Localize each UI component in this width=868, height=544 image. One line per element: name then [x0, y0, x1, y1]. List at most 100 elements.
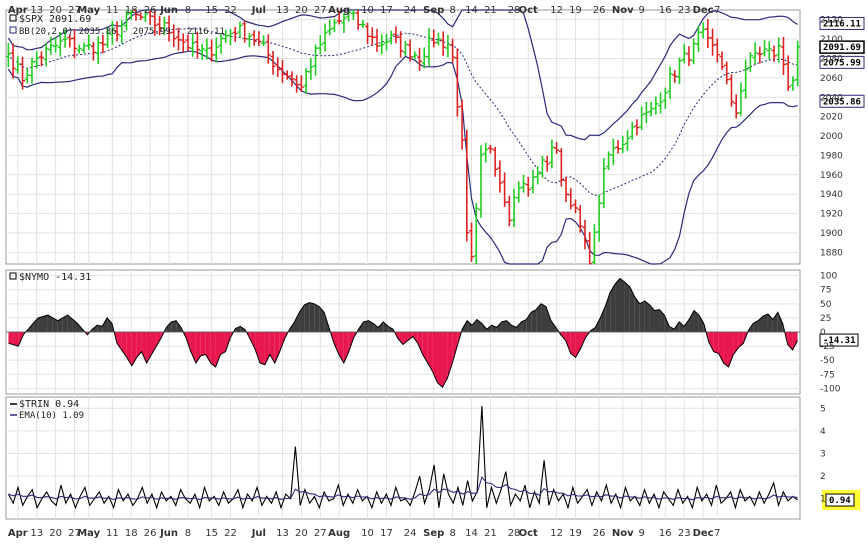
ohlc-bar — [686, 46, 692, 67]
x-axis-label: 15 — [205, 528, 218, 539]
ohlc-bar — [199, 44, 205, 60]
nymo-area-segment — [516, 321, 522, 332]
ohlc-bar — [10, 43, 16, 79]
ohlc-bar — [166, 15, 172, 42]
nymo-area-segment — [121, 332, 127, 358]
price-badge: 2091.69 — [819, 40, 865, 54]
ohlc-bar — [464, 129, 470, 242]
nymo-area-segment — [299, 304, 305, 332]
nymo-area-segment — [575, 332, 581, 358]
nymo-area-segment — [708, 332, 714, 352]
nymo-area-segment — [669, 326, 675, 332]
ohlc-bar — [454, 48, 460, 117]
price-axis-label: 1920 — [820, 210, 843, 220]
ohlc-bar — [648, 101, 654, 117]
nymo-area-segment — [639, 301, 645, 332]
ohlc-bar — [714, 38, 720, 63]
x-axis-label: Jul — [251, 528, 266, 539]
x-axis-label: 28 — [508, 528, 521, 539]
ohlc-bar — [549, 139, 555, 169]
ohlc-bar — [624, 130, 630, 151]
ohlc-bar — [492, 146, 498, 177]
nymo-area-segment — [763, 313, 768, 332]
x-axis-label: 13 — [276, 5, 289, 16]
ohlc-bar — [412, 51, 418, 60]
nymo-legend: $NYMO -14.31 — [9, 272, 91, 283]
x-axis-label: 13 — [276, 528, 289, 539]
ohlc-bar — [615, 140, 621, 154]
ohlc-bar — [516, 181, 522, 203]
x-axis-label: Aug — [328, 5, 350, 16]
ohlc-bar — [374, 28, 380, 52]
x-axis-label: 11 — [106, 528, 119, 539]
price-axis-label: 2080 — [820, 54, 843, 64]
ohlc-bar — [81, 42, 87, 54]
ohlc-bar — [109, 20, 115, 45]
ohlc-bar — [535, 166, 541, 185]
ohlc-bar — [435, 32, 441, 46]
nymo-area-segment — [255, 332, 260, 363]
legend-entry: $TRIN 0.94 — [19, 399, 79, 410]
ohlc-bar — [72, 29, 78, 59]
ohlc-bar — [29, 57, 35, 84]
price-axis-label: 2060 — [820, 74, 843, 84]
x-axis-label: Jul — [251, 5, 266, 16]
nymo-area-segment — [422, 332, 428, 363]
x-axis-label: Apr — [8, 5, 28, 16]
x-axis-label: 10 — [361, 528, 374, 539]
ohlc-bar — [459, 99, 465, 150]
x-axis-label: 7 — [714, 528, 720, 539]
nymo-area-segment — [541, 303, 547, 332]
ohlc-bar — [242, 20, 248, 43]
nymo-area-segment — [777, 312, 783, 332]
nymo-area-segment — [501, 320, 507, 332]
ohlc-bar — [218, 33, 224, 54]
ohlc-bar — [232, 26, 238, 42]
ohlc-bar — [629, 121, 635, 140]
badge-box — [819, 94, 865, 108]
nymo-area-segment — [57, 317, 63, 332]
x-axis-label: 14 — [465, 5, 478, 16]
nymo-area-segment — [97, 325, 103, 332]
nymo-area-segment — [309, 302, 315, 332]
nymo-area-segment — [314, 303, 320, 332]
nymo-area-segment — [600, 306, 606, 332]
legend-entry: $SPX 2091.69 — [19, 14, 91, 25]
ohlc-bar — [478, 145, 484, 218]
price-axis-label: 1980 — [820, 151, 843, 161]
ohlc-bar — [24, 68, 30, 84]
nymo-area-segment — [619, 278, 625, 332]
ohlc-bar — [639, 106, 645, 131]
legend-swatch — [9, 26, 17, 34]
ohlc-bar — [558, 148, 564, 187]
ohlc-bar — [497, 160, 503, 193]
ohlc-bar — [757, 46, 763, 64]
ohlc-bar — [431, 29, 437, 48]
ohlc-bar — [336, 10, 342, 25]
nymo-area-segment — [141, 332, 147, 363]
ohlc-bar — [261, 35, 267, 47]
x-axis-label: 16 — [659, 5, 672, 16]
ohlc-bar — [776, 37, 782, 63]
ohlc-bar — [256, 31, 262, 46]
ohlc-bar — [265, 34, 271, 64]
ohlc-bar — [34, 50, 40, 69]
nymo-area-segment — [654, 309, 660, 332]
nymo-area-segment — [92, 325, 98, 332]
nymo-area-segment — [378, 321, 384, 332]
ohlc-bar — [473, 202, 479, 264]
panel-frame — [5, 396, 801, 520]
nymo-area-segment — [47, 315, 53, 332]
x-axis-label: Aug — [328, 528, 350, 539]
nymo-area-segment — [412, 332, 418, 344]
ohlc-bar — [176, 27, 182, 51]
ohlc-bar — [322, 23, 328, 52]
nymo-area-segment — [407, 332, 413, 341]
x-axis-label: May — [77, 5, 100, 16]
nymo-axis-label: -75 — [820, 370, 835, 380]
nymo-area-segment — [373, 323, 379, 332]
trin-axis-label: 4 — [820, 427, 826, 437]
